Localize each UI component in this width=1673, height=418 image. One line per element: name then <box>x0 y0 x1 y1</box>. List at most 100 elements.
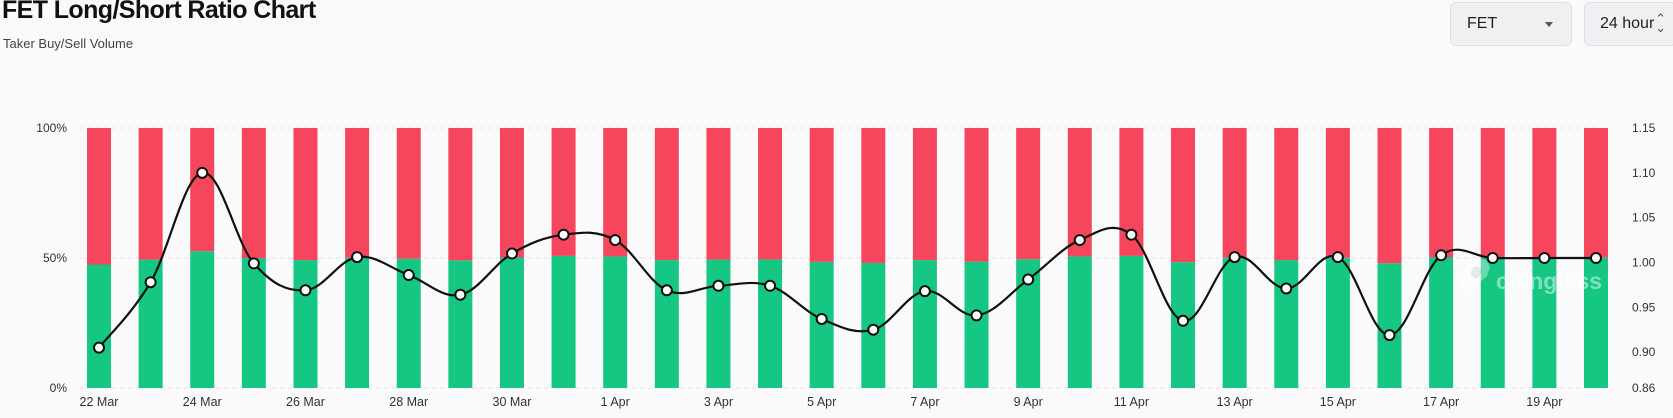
ratio-point <box>1486 252 1499 264</box>
ratio-point <box>196 166 209 179</box>
symbol-select[interactable]: FET <box>1450 2 1572 46</box>
buy-bar <box>706 259 731 388</box>
buy-bar <box>1377 263 1402 388</box>
x-tick-label: 30 Mar <box>493 395 532 409</box>
ratio-point <box>970 309 983 322</box>
y-right-tick-label: 1.00 <box>1632 255 1656 269</box>
ratio-line <box>98 171 1596 349</box>
sell-bar <box>345 128 370 258</box>
sell-bar <box>87 128 111 265</box>
buy-bar <box>241 258 266 388</box>
y-right-tick-label: 1.10 <box>1632 166 1656 180</box>
ratio-point <box>1073 234 1086 247</box>
ratio-point <box>609 234 622 247</box>
sell-bar <box>654 128 679 261</box>
watermark: coinglass <box>1460 258 1602 294</box>
x-tick-label: 15 Apr <box>1320 395 1356 409</box>
x-tick-label: 26 Mar <box>286 395 325 409</box>
sell-bar <box>1171 128 1196 263</box>
ratio-point <box>402 269 415 282</box>
interval-select-value: 24 hour <box>1600 15 1655 32</box>
y-left-tick-label: 50% <box>43 251 67 265</box>
ratio-point <box>764 279 777 292</box>
buy-bar <box>1119 255 1144 388</box>
bar-series <box>87 128 1608 388</box>
ratio-point <box>660 284 673 297</box>
x-tick-label: 22 Mar <box>80 395 119 409</box>
ratio-point <box>93 341 105 354</box>
y-right-tick-label: 0.86 <box>1632 381 1656 395</box>
ratio-point <box>918 285 931 298</box>
buy-bar <box>448 260 473 388</box>
x-tick-label: 13 Apr <box>1217 395 1253 409</box>
sell-bar <box>396 128 421 259</box>
buy-bar <box>1532 257 1557 388</box>
buy-bar <box>551 255 576 388</box>
sell-bar <box>1429 128 1454 258</box>
ratio-point <box>351 251 364 264</box>
buy-bar <box>345 257 370 388</box>
buy-bar <box>1222 257 1247 388</box>
ratio-point <box>1228 251 1241 264</box>
sell-bar <box>1480 128 1505 258</box>
x-tick-label: 19 Apr <box>1526 395 1562 409</box>
buy-bar <box>1274 260 1299 388</box>
x-tick-label: 17 Apr <box>1423 395 1459 409</box>
ratio-point <box>144 276 157 289</box>
x-tick-label: 3 Apr <box>704 395 733 409</box>
ratio-point <box>1177 314 1190 327</box>
ratio-point <box>299 284 312 297</box>
sell-bar <box>138 128 163 260</box>
x-tick-label: 28 Mar <box>389 395 428 409</box>
symbol-select-value: FET <box>1467 15 1498 32</box>
ratio-point <box>1125 228 1138 241</box>
buy-bar <box>293 260 318 388</box>
sell-bar <box>706 128 731 260</box>
buy-bar <box>1325 257 1350 388</box>
ratio-point <box>1022 273 1035 286</box>
buy-bar <box>964 261 989 388</box>
axes: 0% 50% 100% 0.86 0.90 0.95 1.00 1.05 1.10 1.15 22 … <box>36 121 1655 409</box>
buy-bar <box>912 260 937 388</box>
buy-bar <box>1067 256 1092 388</box>
chart-header: FET Long/Short Ratio Chart Taker Buy/Sel… <box>0 0 1673 70</box>
ratio-point <box>505 247 518 260</box>
y-right-tick-label: 1.05 <box>1632 211 1656 225</box>
buy-bar <box>1480 257 1505 388</box>
sell-bar <box>861 128 886 263</box>
x-tick-label: 7 Apr <box>910 395 939 409</box>
ratio-point <box>1383 329 1396 342</box>
buy-bar <box>1016 259 1041 388</box>
sell-bar <box>1325 128 1350 258</box>
x-tick-label: 5 Apr <box>807 395 836 409</box>
y-left-tick-label: 0% <box>50 381 68 395</box>
up-down-chevron-icon: ⌃ ⌄ <box>1655 11 1666 35</box>
ratio-point <box>815 312 828 325</box>
y-right-tick-label: 0.95 <box>1632 300 1656 314</box>
sell-bar <box>499 128 524 258</box>
sell-bar <box>448 128 473 261</box>
buy-bar <box>87 264 111 388</box>
buy-bar <box>654 260 679 388</box>
y-right-tick-label: 1.15 <box>1632 121 1656 135</box>
sell-bar <box>293 128 318 261</box>
sell-bar <box>1583 128 1608 258</box>
ratio-point <box>557 228 570 241</box>
page-subtitle: Taker Buy/Sell Volume <box>3 36 134 51</box>
ratio-point <box>867 323 880 336</box>
buy-bar <box>190 251 215 388</box>
x-tick-label: 11 Apr <box>1114 395 1149 409</box>
chevron-down-icon <box>1545 22 1553 27</box>
interval-select[interactable]: 24 hour ⌃ ⌄ <box>1584 2 1673 46</box>
x-tick-label: 1 Apr <box>601 395 630 409</box>
sell-bar <box>1532 128 1557 258</box>
watermark-text: coinglass <box>1496 268 1602 294</box>
x-tick-label: 24 Mar <box>183 395 222 409</box>
sell-bar <box>241 128 266 258</box>
ratio-point <box>1435 249 1448 262</box>
sell-bar <box>809 128 834 262</box>
ratio-point <box>247 257 260 270</box>
sell-bar <box>1377 128 1402 264</box>
buy-bar <box>758 259 783 388</box>
